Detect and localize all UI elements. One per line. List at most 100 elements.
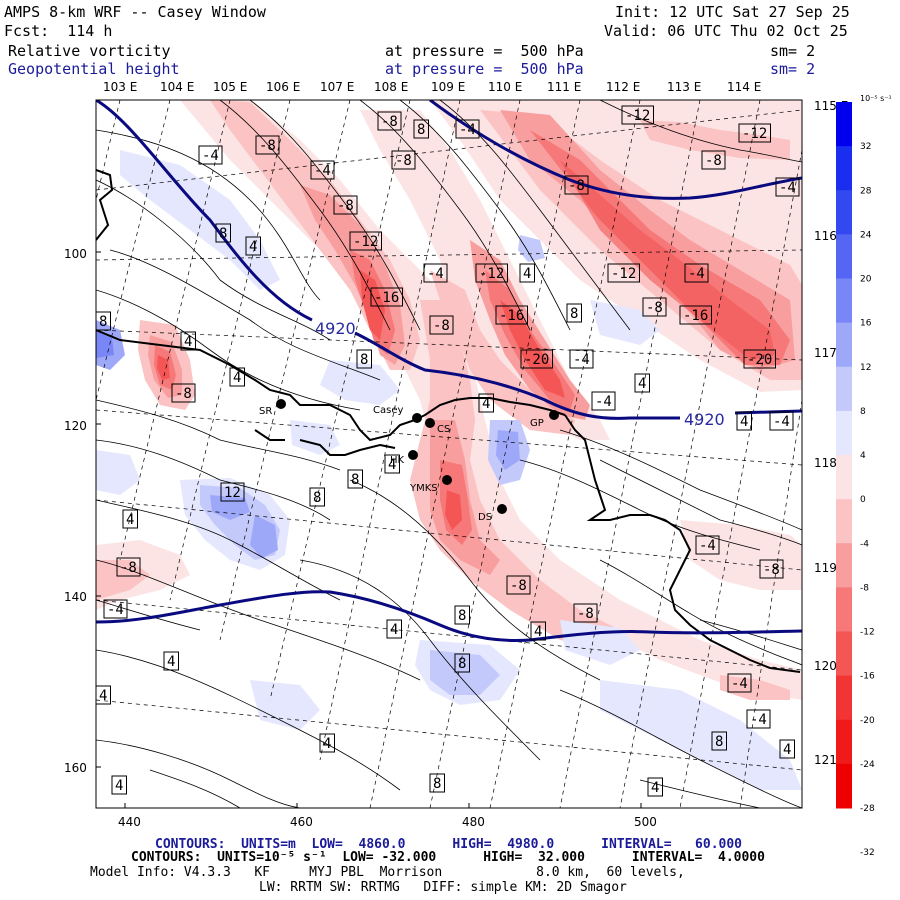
colorbar-level-label: -16 <box>860 672 875 682</box>
field2-level: at pressure = 500 hPa <box>385 60 584 78</box>
lon-label-106: 106 E <box>266 80 300 94</box>
colorbar-swatch <box>836 499 852 544</box>
vorticity-label: 4 <box>249 239 257 255</box>
vorticity-label-box <box>769 411 794 431</box>
colorbar-level-label: 16 <box>860 319 872 329</box>
vorticity-label-box <box>116 557 141 577</box>
field1-smooth: sm= 2 <box>770 42 816 60</box>
vorticity-label: -8 <box>433 318 450 334</box>
vorticity-label-box <box>475 263 508 283</box>
vorticity-label-box <box>356 349 372 369</box>
vorticity-label: 8 <box>351 472 359 488</box>
station-markers <box>276 399 559 514</box>
positive-vorticity-shading <box>96 150 802 790</box>
vorticity-label: 4 <box>233 370 241 386</box>
vorticity-label-box <box>566 303 582 323</box>
vorticity-label-box <box>455 119 480 139</box>
field1-name: Relative vorticity <box>8 42 171 60</box>
vorticity-label-box <box>454 653 470 673</box>
vorticity-label: 8 <box>360 352 368 368</box>
vorticity-label-box <box>370 287 403 307</box>
colorbar-level-label: -32 <box>860 848 875 858</box>
colorbar-level-label: -8 <box>860 583 869 593</box>
latlon-grid <box>96 100 802 808</box>
height-label-west: 4920 <box>315 319 356 338</box>
map-plot-area: SR Casey CS HK YMKS DS GP 4920 4920 -8 8-… <box>96 100 802 808</box>
vorticity-label: 4 <box>783 742 791 758</box>
vorticity-label: 8 <box>570 306 578 322</box>
vorticity-label-box <box>347 469 363 489</box>
footer-vorticity-contours: CONTOURS: UNITS=10⁻⁵ s⁻¹ LOW= -32.000 HI… <box>131 850 765 865</box>
vorticity-label: 12 <box>224 485 241 501</box>
colorbar-level-label: 8 <box>860 407 866 417</box>
vorticity-label-box <box>309 487 325 507</box>
vorticity-label-box <box>377 111 402 131</box>
lon-label-112: 112 E <box>606 80 640 94</box>
vorticity-label-box <box>386 619 402 639</box>
vorticity-label-box <box>198 145 223 165</box>
colorbar-swatch <box>836 234 852 279</box>
lon-label-107: 107 E <box>320 80 354 94</box>
station-ds-marker <box>497 504 507 514</box>
vorticity-label: -12 <box>353 234 378 250</box>
colorbar-swatch <box>836 719 852 765</box>
vorticity-label: -4 <box>779 180 796 196</box>
vorticity-label: -4 <box>427 266 444 282</box>
station-casey-marker <box>412 413 422 423</box>
vorticity-label: -8 <box>510 578 527 594</box>
vorticity-label: -8 <box>577 606 594 622</box>
vorticity-label: -8 <box>120 560 137 576</box>
vorticity-label-box <box>759 559 784 579</box>
vorticity-label-box <box>679 305 712 325</box>
lon-label-114: 114 E <box>727 80 761 94</box>
vorticity-label: 8 <box>219 226 227 242</box>
vorticity-label: -16 <box>374 290 399 306</box>
vorticity-label: 4 <box>323 736 331 752</box>
vorticity-label-box <box>103 599 128 619</box>
vorticity-label: -8 <box>259 138 276 154</box>
vorticity-label-box <box>215 223 231 243</box>
colorbar-swatch <box>836 146 852 191</box>
vorticity-label: 4 <box>390 622 398 638</box>
vorticity-label: 4 <box>184 334 192 350</box>
colorbar-level-label: 28 <box>860 186 872 196</box>
vorticity-label-box <box>775 177 800 197</box>
vorticity-label-box <box>229 367 245 387</box>
vorticity-label: 8 <box>99 314 107 330</box>
vorticity-label: 8 <box>458 608 466 624</box>
station-hk-marker <box>408 450 418 460</box>
vorticity-label: -16 <box>683 308 708 324</box>
colorbar-level-label: -4 <box>860 539 869 549</box>
plot-frame <box>95 99 803 809</box>
vorticity-label: 4 <box>523 266 531 282</box>
vorticity-label: -12 <box>611 266 636 282</box>
vorticity-label: -4 <box>750 712 767 728</box>
vorticity-label-box <box>429 773 445 793</box>
vorticity-label-box <box>647 777 663 797</box>
vorticity-label-box <box>520 349 553 369</box>
vorticity-label: 4 <box>740 414 748 430</box>
vorticity-label-box <box>220 482 245 502</box>
station-hk-label: HK <box>390 455 405 466</box>
vorticity-label-box <box>333 195 358 215</box>
vorticity-label-box <box>642 297 667 317</box>
station-sr-marker <box>276 399 286 409</box>
vorticity-label-box <box>391 150 416 170</box>
vorticity-contours <box>96 100 802 808</box>
station-cs-label: CS <box>437 424 450 435</box>
vorticity-label-box <box>384 454 400 474</box>
coastline <box>96 169 801 673</box>
vorticity-label-box <box>711 731 727 751</box>
vorticity-label: -20 <box>747 352 772 368</box>
station-ymks-marker <box>442 475 452 485</box>
axis-ticks <box>96 251 642 808</box>
vorticity-label: -4 <box>699 538 716 554</box>
valid-time: Valid: 06 UTC Thu 02 Oct 25 <box>604 22 848 40</box>
vorticity-label-box <box>310 160 335 180</box>
station-gp-label: GP <box>530 418 544 429</box>
vorticity-label-box <box>96 311 111 331</box>
vorticity-label-box <box>122 509 138 529</box>
station-gp-marker <box>549 410 559 420</box>
station-cs-marker <box>425 418 435 428</box>
